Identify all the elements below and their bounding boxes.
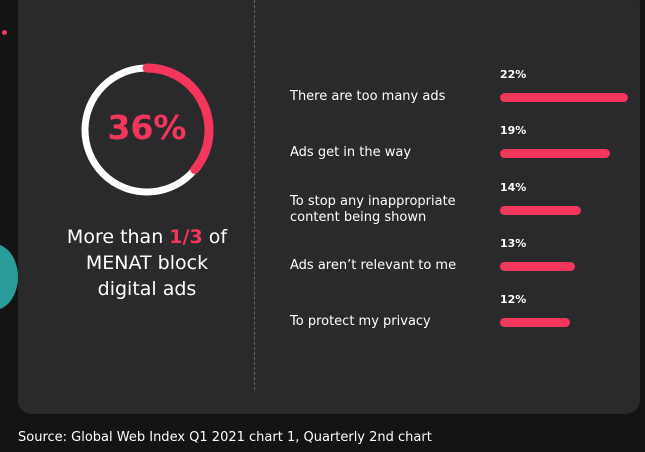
value-label: 12% <box>500 293 527 307</box>
bar <box>500 261 576 271</box>
value-label: 22% <box>500 68 527 81</box>
bar <box>500 318 570 328</box>
donut-value: 36% <box>107 108 187 147</box>
decor-circle <box>0 244 18 310</box>
bar <box>500 205 582 215</box>
caption-text: digital ads <box>97 278 197 300</box>
bar <box>500 93 628 102</box>
caption-highlight: 1/3 <box>169 226 203 248</box>
bar-label: Ads get in the way <box>290 145 412 161</box>
donut-arc <box>80 63 214 197</box>
bar-label: To stop any inappropriate content being … <box>290 193 456 225</box>
bar-label: Ads aren’t relevant to me <box>290 257 457 273</box>
caption-text: of <box>208 226 228 248</box>
value-label: 14% <box>500 180 527 194</box>
caption-text: MENAT block <box>85 252 209 274</box>
divider <box>254 0 255 390</box>
source: Source: Global Web Index Q1 2021 chart 1… <box>18 430 432 445</box>
donut-chart <box>80 63 214 197</box>
value-label: 13% <box>500 236 527 250</box>
bar-label: There are too many ads <box>290 89 446 104</box>
caption-text: More than <box>66 226 164 248</box>
caption: More than 1/3 of MENAT block digital ads <box>40 224 254 302</box>
decor-dot <box>2 30 7 35</box>
bar <box>500 149 611 159</box>
bar-label: To protect my privacy <box>290 314 431 330</box>
value-label: 19% <box>500 124 527 138</box>
